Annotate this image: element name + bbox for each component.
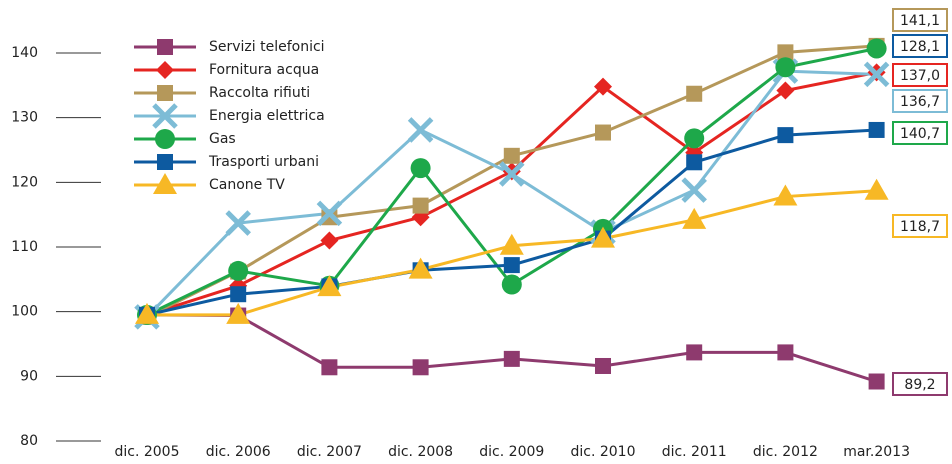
point: [135, 302, 159, 324]
value-label-box: [892, 89, 948, 113]
x-tick-label: dic. 2011: [662, 444, 727, 460]
legend-marker: [153, 173, 177, 194]
value-label-box: [892, 63, 948, 87]
point: [776, 81, 795, 100]
point: [594, 77, 612, 96]
point: [595, 357, 611, 374]
legend-label: Fornitura acqua: [209, 62, 319, 78]
point: [682, 207, 707, 229]
legend-marker: [155, 129, 175, 149]
point: [410, 158, 431, 179]
point: [773, 184, 798, 206]
y-tick-label: 130: [11, 110, 38, 126]
legend-marker: [157, 154, 173, 170]
value-label-box: [892, 214, 948, 238]
value-label-box: [892, 121, 948, 145]
x-tick-label: dic. 2006: [206, 444, 271, 460]
value-label: 140,7: [900, 126, 940, 142]
point: [499, 233, 524, 255]
point: [503, 350, 520, 367]
value-label: 137,0: [900, 68, 940, 84]
point: [866, 38, 887, 59]
x-tick-label: dic. 2010: [570, 444, 635, 460]
point: [777, 344, 794, 361]
series-line: [146, 313, 878, 383]
point: [230, 286, 247, 303]
x-tick-label: mar.2013: [843, 444, 910, 460]
legend-marker: [156, 61, 174, 79]
point: [591, 226, 615, 248]
legend-marker: [152, 103, 178, 129]
legend-label: Raccolta rifiuti: [209, 85, 310, 101]
value-label: 128,1: [900, 39, 940, 55]
x-tick-label: dic. 2012: [753, 444, 818, 460]
point: [681, 177, 707, 203]
point: [408, 257, 433, 279]
point: [868, 373, 885, 390]
point: [686, 85, 703, 102]
legend-label: Canone TV: [209, 177, 285, 193]
point: [412, 197, 429, 214]
point: [225, 210, 251, 236]
legend-label: Gas: [209, 131, 236, 147]
point: [499, 161, 525, 187]
legend-marker: [157, 85, 173, 101]
point: [503, 147, 520, 164]
x-tick-label: dic. 2008: [388, 444, 453, 460]
value-label: 89,2: [904, 377, 935, 393]
value-label: 141,1: [900, 13, 940, 29]
legend-label: Servizi telefonici: [209, 39, 325, 55]
point: [686, 154, 703, 171]
point: [228, 260, 249, 281]
point: [863, 61, 890, 88]
y-tick-label: 80: [20, 433, 38, 449]
legend-label: Trasporti urbani: [208, 154, 319, 170]
point: [777, 44, 794, 61]
value-label-box: [892, 372, 948, 396]
point: [321, 359, 338, 376]
x-tick-label: dic. 2007: [297, 444, 362, 460]
point: [868, 121, 885, 138]
point: [320, 231, 339, 250]
value-label-box: [892, 34, 948, 58]
y-tick-label: 100: [11, 304, 38, 320]
x-tick-label: dic. 2009: [479, 444, 544, 460]
point: [864, 178, 889, 200]
y-tick-label: 90: [20, 368, 38, 384]
value-label: 136,7: [900, 94, 940, 110]
value-label: 118,7: [900, 219, 940, 235]
legend-marker: [157, 39, 173, 55]
point: [226, 302, 251, 324]
point: [775, 57, 796, 78]
point: [777, 127, 794, 144]
point: [595, 124, 611, 141]
point: [412, 359, 429, 376]
point: [407, 117, 434, 143]
y-tick-label: 140: [11, 45, 38, 61]
value-label-box: [892, 8, 948, 32]
y-tick-label: 110: [11, 239, 38, 255]
point: [684, 128, 705, 149]
point: [317, 275, 342, 297]
point: [316, 200, 343, 227]
legend-label: Energia elettrica: [209, 108, 325, 124]
point: [501, 274, 522, 295]
point: [503, 257, 520, 274]
y-tick-label: 120: [11, 174, 38, 190]
point: [686, 344, 703, 361]
point: [321, 209, 338, 226]
x-tick-label: dic. 2005: [114, 444, 179, 460]
